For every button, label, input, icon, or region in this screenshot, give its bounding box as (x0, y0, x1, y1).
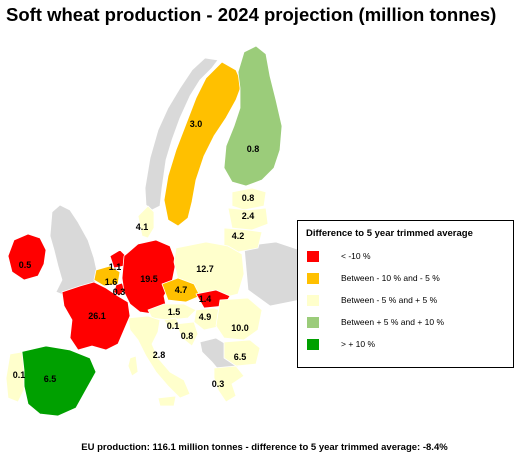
footer-note: EU production: 116.1 million tonnes - di… (81, 442, 448, 453)
value-belgium: 1.6 (105, 277, 118, 287)
luxembourg-region (113, 282, 126, 297)
value-portugal: 0.1 (13, 370, 26, 380)
value-denmark: 4.1 (136, 222, 149, 232)
legend-label: Between - 10 % and - 5 % (341, 273, 440, 283)
value-poland: 12.7 (196, 264, 214, 274)
value-hungary: 4.9 (199, 312, 212, 322)
value-bulgaria: 6.5 (234, 352, 247, 362)
legend-label: > + 10 % (341, 339, 376, 349)
value-austria: 1.5 (168, 307, 181, 317)
legend-item: Between + 5 % and + 10 % (307, 315, 507, 331)
denmark-region (137, 205, 155, 239)
ireland-region (7, 233, 47, 281)
uk-region (49, 204, 99, 297)
legend: Difference to 5 year trimmed average < -… (297, 220, 514, 368)
finland-region (223, 45, 283, 187)
value-sweden: 3.0 (190, 119, 203, 129)
estonia-region (231, 187, 267, 211)
sicily-region (157, 395, 177, 407)
ukraine-region (243, 241, 301, 307)
legend-swatch (307, 317, 319, 328)
legend-swatch (307, 339, 319, 350)
portugal-region (5, 351, 25, 403)
value-germany: 19.5 (140, 274, 158, 284)
legend-swatch (307, 295, 319, 306)
value-romania: 10.0 (231, 323, 249, 333)
value-estonia: 0.8 (242, 193, 255, 203)
croatia-region (175, 321, 199, 347)
value-greece: 0.3 (212, 379, 225, 389)
bulgaria-region (223, 339, 261, 367)
sweden-region (163, 61, 243, 227)
legend-label: Between + 5 % and + 10 % (341, 317, 445, 327)
sardinia-region (127, 355, 139, 377)
value-netherlands: 1.1 (109, 262, 122, 272)
greece-region (213, 365, 245, 403)
value-lithuania: 4.2 (232, 231, 245, 241)
value-croatia: 0.8 (181, 331, 194, 341)
legend-label: Between - 5 % and + 5 % (341, 295, 438, 305)
legend-swatch (307, 273, 319, 284)
france-region (61, 281, 131, 351)
legend-title: Difference to 5 year trimmed average (306, 228, 473, 239)
legend-swatch (307, 251, 319, 262)
value-spain: 6.5 (44, 374, 57, 384)
germany-region (121, 239, 177, 315)
value-italy: 2.8 (153, 350, 166, 360)
legend-item: > + 10 % (307, 337, 507, 353)
legend-item: < -10 % (307, 249, 507, 265)
romania-region (215, 297, 263, 341)
latvia-region (227, 207, 269, 231)
value-luxembourg: 0.3 (113, 287, 126, 297)
value-slovakia: 1.4 (199, 294, 212, 304)
legend-item: Between - 10 % and - 5 % (307, 271, 507, 287)
value-ireland: 0.5 (19, 260, 32, 270)
value-slovenia: 0.1 (167, 321, 180, 331)
map-title: Soft wheat production - 2024 projection … (6, 4, 497, 25)
value-finland: 0.8 (247, 144, 260, 154)
value-france: 26.1 (88, 311, 106, 321)
spain-region (19, 345, 97, 417)
value-czechia: 4.7 (175, 285, 188, 295)
italy-region (127, 315, 191, 399)
value-latvia: 2.4 (242, 211, 255, 221)
legend-item: Between - 5 % and + 5 % (307, 293, 507, 309)
legend-label: < -10 % (341, 251, 371, 261)
